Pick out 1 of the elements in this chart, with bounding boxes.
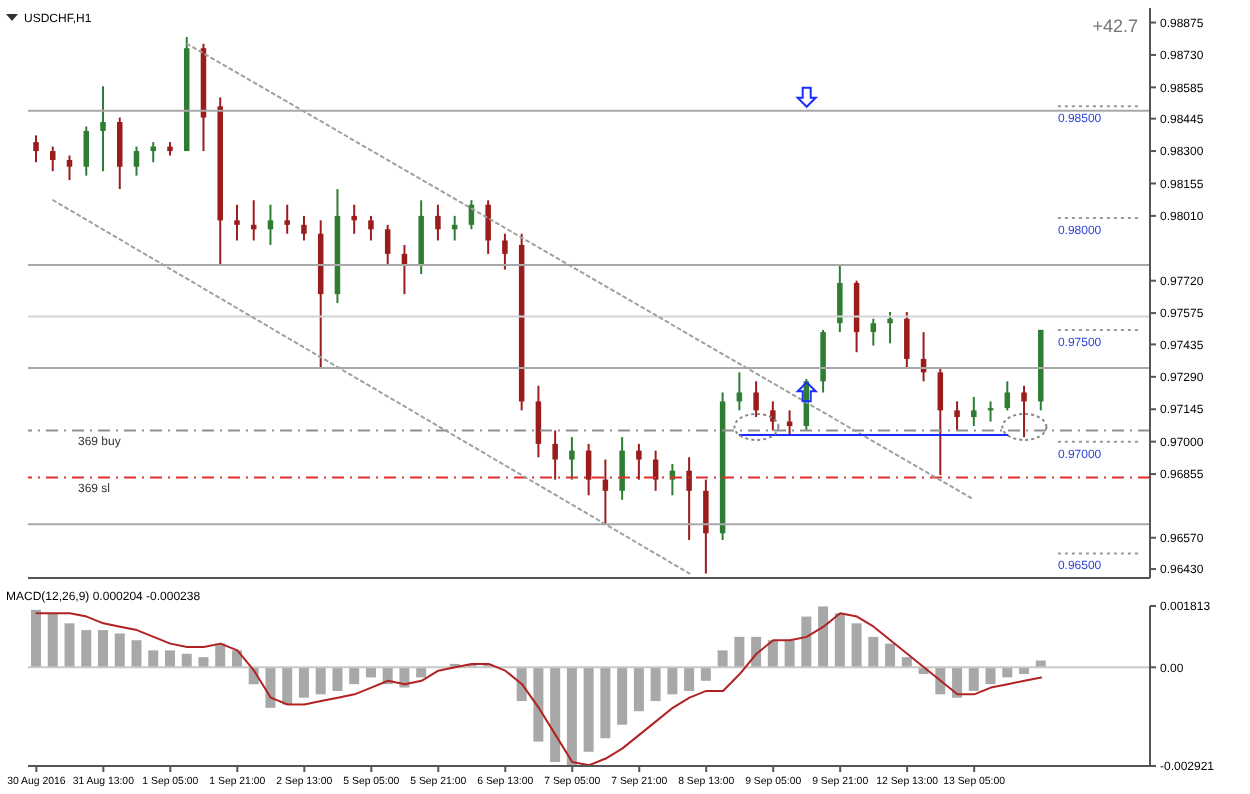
annotation: +42.7 xyxy=(1092,16,1138,36)
